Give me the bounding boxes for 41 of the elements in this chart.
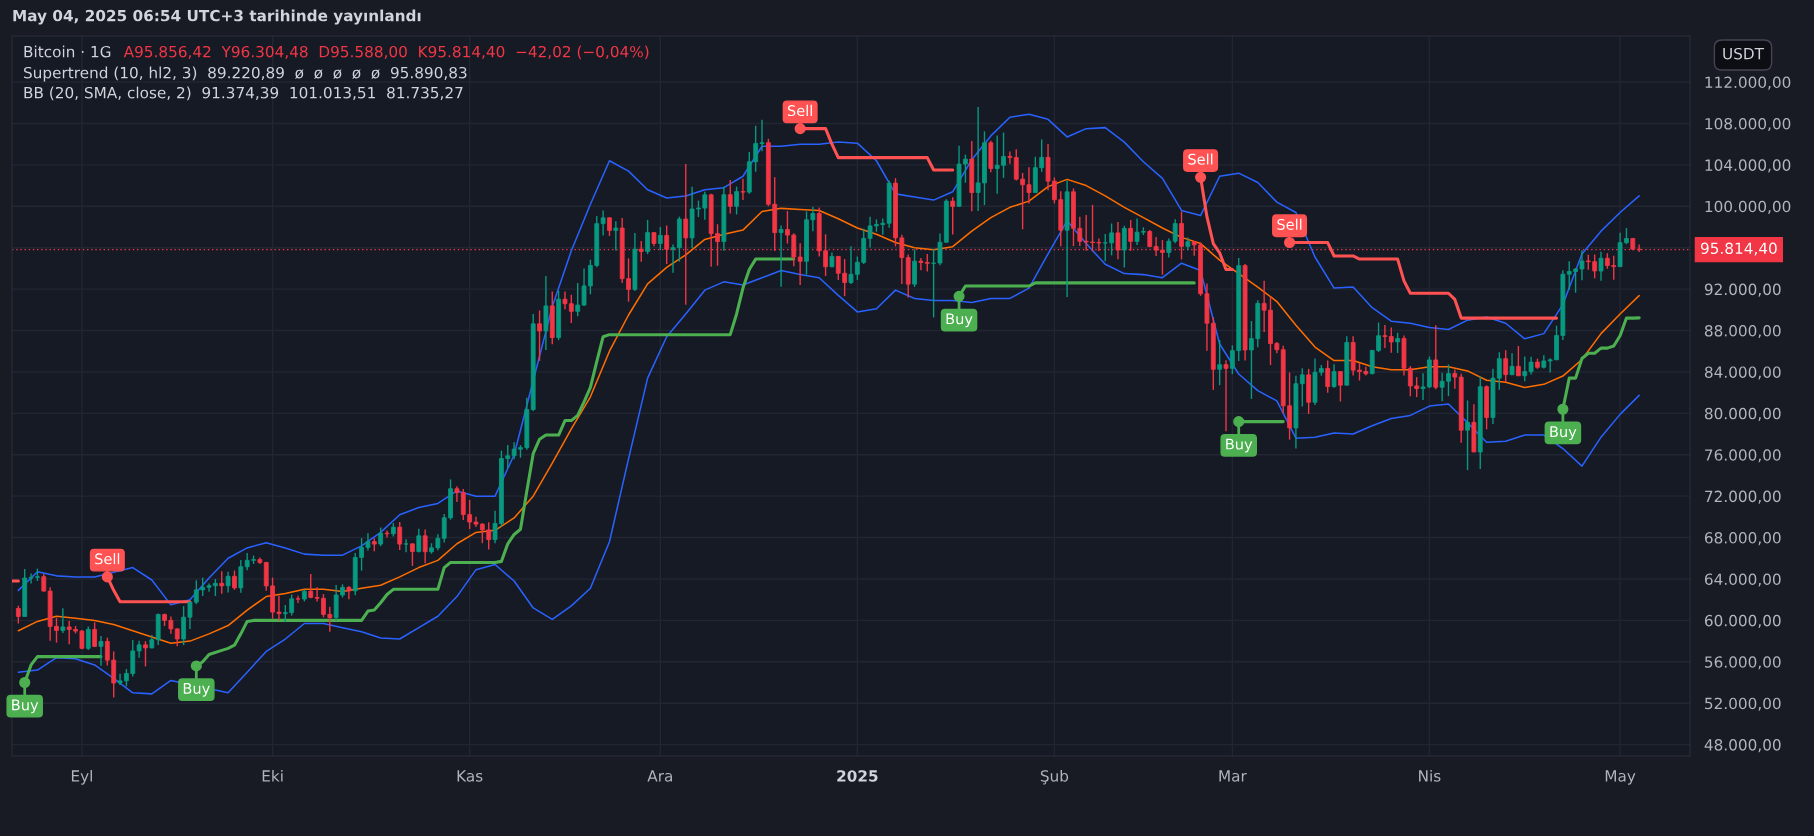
annotation: Sell bbox=[1188, 153, 1213, 165]
y-axis-title: USDT bbox=[1723, 47, 1765, 60]
annotation: A95.856,42 Y96.304,48 D95.588,00 K95.814,40 −42,02 (−0,04%) bbox=[123, 45, 649, 60]
annotation: Buy bbox=[1226, 438, 1253, 453]
y-tick-label: 68.000,00 bbox=[1704, 532, 1781, 546]
y-tick-label: 80.000,00 bbox=[1704, 407, 1781, 421]
x-tick-label: Mar bbox=[1219, 770, 1247, 782]
y-tick-label: 56.000,00 bbox=[1705, 656, 1781, 670]
x-tick-label: 2025 bbox=[837, 770, 878, 782]
y-tick-label: 72.000,00 bbox=[1705, 490, 1781, 504]
x-tick-label: Eyl bbox=[71, 769, 92, 785]
text: May 04, 2025 06:54 UTC+3 tarihinde yayınlandı bbox=[13, 9, 421, 25]
y-tick-label: 64.000,00 bbox=[1704, 573, 1781, 587]
y-tick-label: 52.000,00 bbox=[1705, 697, 1781, 711]
y-tick-label: 112.000,00 bbox=[1705, 76, 1791, 90]
ref-line-label: 95.814,40 bbox=[1700, 242, 1777, 256]
annotation: Supertrend (10, hl2, 3) 89.220,89 ø ø ø ø ø 95.890,83 bbox=[24, 66, 467, 82]
annotation: Sell bbox=[95, 553, 120, 565]
x-tick-label: Ara bbox=[647, 770, 672, 782]
annotation: Buy bbox=[1550, 426, 1577, 440]
annotation: Buy bbox=[12, 699, 39, 714]
annotation: Sell bbox=[787, 104, 812, 117]
annotation: BB (20, SMA, close, 2) 91.374,39 101.013,51 81.735,27 bbox=[24, 86, 463, 101]
x-tick-label: Nis bbox=[1419, 769, 1441, 782]
y-tick-label: 104.000,00 bbox=[1705, 159, 1791, 173]
y-tick-label: 48.000,00 bbox=[1704, 739, 1781, 753]
y-tick-label: 84.000,00 bbox=[1704, 366, 1781, 380]
text: Bitcoin · 1G bbox=[24, 45, 111, 58]
y-tick-label: 60.000,00 bbox=[1704, 614, 1781, 628]
y-tick-label: 100.000,00 bbox=[1705, 200, 1791, 214]
y-tick-label: 76.000,00 bbox=[1705, 449, 1781, 463]
y-tick-label: 92.000,00 bbox=[1704, 283, 1781, 297]
annotation: Buy bbox=[946, 313, 973, 328]
x-tick-label: Eki bbox=[262, 769, 283, 782]
x-tick-label: May bbox=[1605, 770, 1636, 785]
annotation: Buy bbox=[183, 683, 210, 697]
x-tick-label: Kas bbox=[457, 770, 483, 782]
x-tick-label: Şub bbox=[1040, 769, 1069, 785]
annotation: Sell bbox=[1277, 218, 1302, 230]
y-tick-label: 88.000,00 bbox=[1704, 324, 1781, 339]
y-tick-label: 108.000,00 bbox=[1705, 117, 1791, 132]
